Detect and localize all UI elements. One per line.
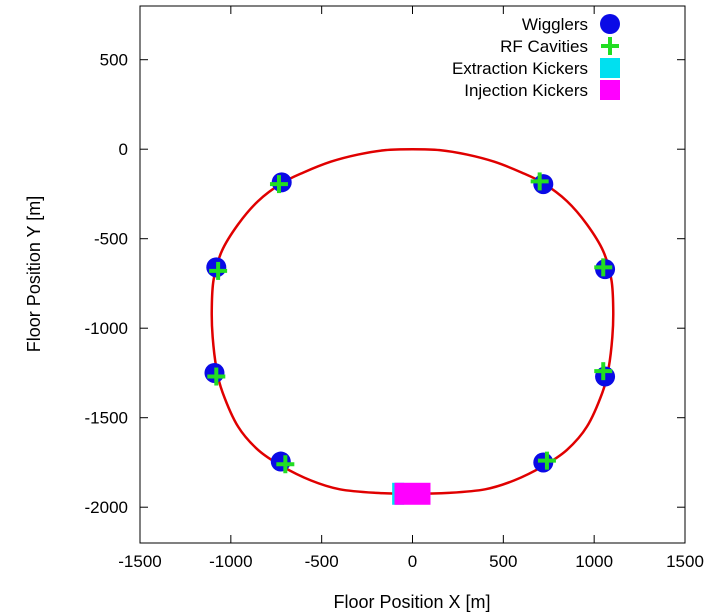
legend-marker xyxy=(600,80,620,100)
x-tick-label: 500 xyxy=(489,552,517,571)
x-tick-label: 0 xyxy=(408,552,417,571)
legend: Wigglers RF Cavities Extraction Kickers Inj… xyxy=(452,14,620,100)
legend-label: Wigglers xyxy=(522,15,588,34)
legend-marker xyxy=(600,14,620,34)
axis-ticks: -1500 -1000 -500 0 500 1000 1500 -2000 -1500 -100… xyxy=(85,6,704,571)
wigglers-marker xyxy=(270,451,291,472)
y-tick-label: -1000 xyxy=(85,319,128,338)
rf-cavities-marker xyxy=(594,362,613,381)
rf-cavities-marker xyxy=(207,367,226,386)
x-tick-label: 1000 xyxy=(575,552,613,571)
marker-layer xyxy=(204,172,616,505)
legend-label: Injection Kickers xyxy=(464,81,588,100)
rf-cavities-marker xyxy=(276,455,295,474)
wigglers-marker xyxy=(533,174,554,195)
y-tick-label: -2000 xyxy=(85,498,128,517)
y-tick-label: 0 xyxy=(119,140,128,159)
x-tick-label: -1000 xyxy=(209,552,252,571)
ring-layer xyxy=(210,147,615,496)
y-axis-title: Floor Position Y [m] xyxy=(24,196,44,352)
y-tick-label: -1500 xyxy=(85,409,128,428)
rf-cavities-marker xyxy=(594,258,613,277)
legend-marker xyxy=(600,58,620,78)
ring-line xyxy=(210,147,615,496)
rf-cavities-marker xyxy=(269,175,288,194)
injection-kickers-marker xyxy=(394,482,431,505)
rf-cavities-marker xyxy=(209,261,228,280)
legend-marker xyxy=(601,37,619,55)
x-tick-label: -500 xyxy=(305,552,339,571)
legend-label: Extraction Kickers xyxy=(452,59,588,78)
rf-cavities-marker xyxy=(537,451,556,470)
legend-label: RF Cavities xyxy=(500,37,588,56)
y-tick-label: 500 xyxy=(100,51,128,70)
x-tick-label: -1500 xyxy=(118,552,161,571)
x-tick-label: 1500 xyxy=(666,552,704,571)
x-axis-title: Floor Position X [m] xyxy=(333,592,490,612)
rf-cavities-marker xyxy=(530,172,549,191)
y-tick-label: -500 xyxy=(94,230,128,249)
